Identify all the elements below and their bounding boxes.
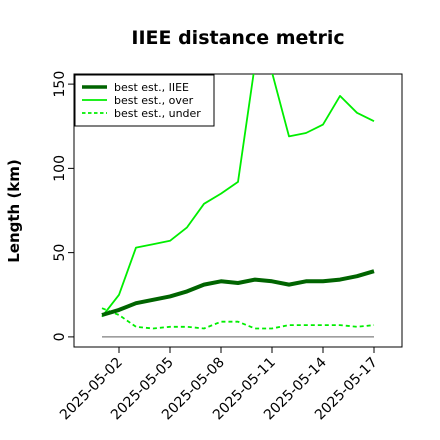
plot-frame [73, 73, 403, 348]
series-line-0 [101, 269, 375, 317]
y-tick-label: 100 [52, 155, 68, 182]
y-axis-label: Length (km) [5, 159, 23, 263]
legend-entry: best est., over [114, 94, 194, 107]
y-tick-label: 150 [52, 71, 68, 98]
series-line-2 [101, 307, 375, 330]
legend-entry: best est., under [114, 107, 201, 120]
y-tick-label: 50 [52, 244, 68, 262]
legend-entry: best est., IIEE [114, 81, 189, 94]
chart-title: IIEE distance metric [131, 27, 344, 49]
series-line-1 [101, 74, 375, 318]
y-tick-label: 0 [52, 332, 68, 341]
series-layer [101, 74, 375, 338]
